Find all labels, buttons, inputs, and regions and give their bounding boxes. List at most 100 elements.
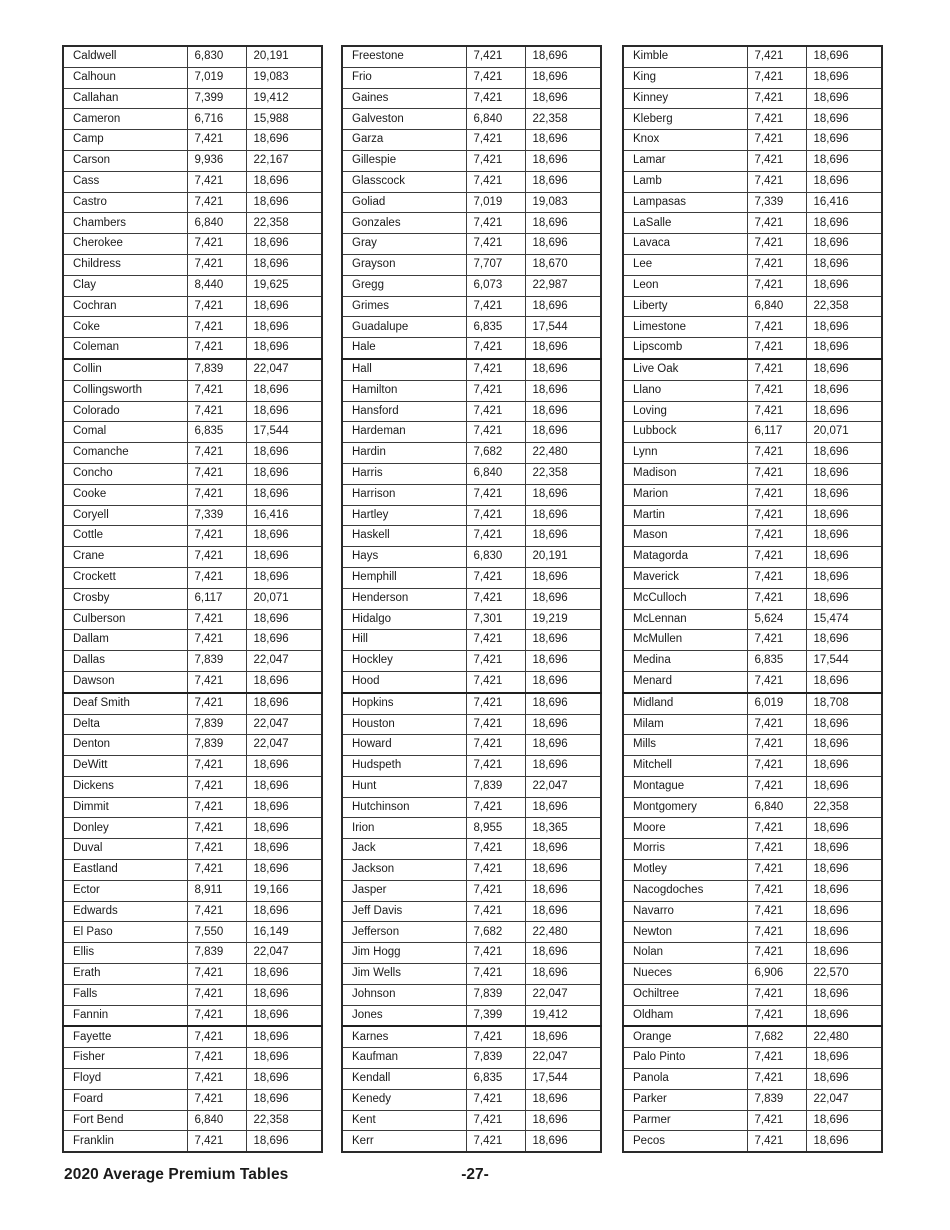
value-2-cell: 16,416: [245, 504, 323, 527]
value-2-cell: 18,696: [245, 316, 323, 339]
county-cell: Cherokee: [62, 233, 188, 255]
value-1-cell: 7,839: [186, 358, 247, 381]
value-2-cell: 18,696: [524, 1109, 602, 1132]
table-row: Delta 7,839 22,047: [62, 713, 323, 736]
value-2-cell: 18,696: [524, 87, 602, 110]
table-row: Lee 7,421 18,696: [622, 253, 883, 276]
value-2-cell: 22,358: [245, 1109, 323, 1132]
value-1-cell: 7,421: [746, 1109, 807, 1132]
value-2-cell: 19,625: [245, 274, 323, 297]
county-cell: Floyd: [62, 1068, 188, 1090]
table-row: Carson 9,936 22,167: [62, 149, 323, 172]
value-1-cell: 7,421: [465, 87, 526, 110]
value-1-cell: 7,421: [186, 546, 247, 568]
value-1-cell: 7,421: [465, 796, 526, 819]
table-row: Edwards 7,421 18,696: [62, 900, 323, 923]
value-1-cell: 7,421: [186, 316, 247, 339]
table-row: Crane 7,421 18,696: [62, 546, 323, 568]
table-row: Foard 7,421 18,696: [62, 1088, 323, 1111]
value-1-cell: 7,707: [465, 253, 526, 276]
value-2-cell: 18,696: [805, 442, 883, 464]
value-2-cell: 18,696: [245, 1025, 323, 1049]
value-2-cell: 18,696: [524, 587, 602, 610]
county-cell: Panola: [622, 1068, 748, 1090]
value-2-cell: 20,071: [245, 587, 323, 610]
county-cell: Oldham: [622, 1004, 748, 1028]
table-row: Eastland 7,421 18,696: [62, 859, 323, 881]
county-cell: Hall: [341, 358, 467, 381]
table-row: Gaines 7,421 18,696: [341, 87, 602, 110]
county-cell: McLennan: [622, 608, 748, 631]
value-1-cell: 6,840: [746, 796, 807, 819]
value-1-cell: 7,421: [186, 1068, 247, 1090]
county-cell: King: [622, 66, 748, 89]
value-1-cell: 7,421: [746, 337, 807, 360]
table-row: Hall 7,421 18,696: [341, 358, 602, 381]
value-2-cell: 18,696: [524, 650, 602, 672]
value-1-cell: 7,019: [186, 66, 247, 89]
page-footer: 2020 Average Premium Tables -27-: [0, 1166, 950, 1190]
county-cell: Chambers: [62, 212, 188, 235]
table-row: Lamb 7,421 18,696: [622, 170, 883, 193]
value-1-cell: 6,830: [186, 45, 247, 68]
value-1-cell: 6,835: [746, 650, 807, 672]
value-1-cell: 7,421: [465, 1025, 526, 1049]
county-cell: Jim Hogg: [341, 942, 467, 965]
table-row: Loving 7,421 18,696: [622, 400, 883, 423]
county-cell: Jeff Davis: [341, 900, 467, 923]
table-row: Hidalgo 7,301 19,219: [341, 608, 602, 631]
table-row: Motley 7,421 18,696: [622, 859, 883, 881]
county-cell: Dickens: [62, 775, 188, 798]
table-row: Jim Wells 7,421 18,696: [341, 963, 602, 985]
value-1-cell: 7,421: [465, 149, 526, 172]
county-cell: Menard: [622, 670, 748, 694]
county-cell: Dallas: [62, 650, 188, 672]
value-1-cell: 6,840: [465, 108, 526, 131]
value-2-cell: 18,696: [245, 775, 323, 798]
table-row: Ochiltree 7,421 18,696: [622, 983, 883, 1006]
value-2-cell: 18,696: [805, 170, 883, 193]
county-cell: Crosby: [62, 587, 188, 610]
table-row: Hays 6,830 20,191: [341, 546, 602, 568]
county-cell: Lubbock: [622, 421, 748, 444]
table-row: Coke 7,421 18,696: [62, 316, 323, 339]
county-cell: Madison: [622, 462, 748, 485]
county-cell: Hill: [341, 629, 467, 652]
table-row: Freestone 7,421 18,696: [341, 45, 602, 68]
county-cell: Irion: [341, 817, 467, 840]
value-1-cell: 7,682: [465, 442, 526, 464]
value-1-cell: 7,421: [465, 45, 526, 68]
table-row: Palo Pinto 7,421 18,696: [622, 1047, 883, 1070]
county-cell: Cass: [62, 170, 188, 193]
county-cell: Haskell: [341, 525, 467, 548]
value-2-cell: 18,696: [524, 483, 602, 506]
county-cell: Kinney: [622, 87, 748, 110]
value-1-cell: 7,421: [186, 525, 247, 548]
value-1-cell: 7,421: [746, 670, 807, 694]
value-1-cell: 7,421: [746, 1130, 807, 1153]
value-2-cell: 18,696: [245, 755, 323, 777]
value-1-cell: 7,421: [186, 775, 247, 798]
table-row: Cooke 7,421 18,696: [62, 483, 323, 506]
county-cell: Johnson: [341, 983, 467, 1006]
value-1-cell: 7,421: [746, 45, 807, 68]
county-cell: Fannin: [62, 1004, 188, 1028]
value-2-cell: 18,696: [245, 462, 323, 485]
table-row: Marion 7,421 18,696: [622, 483, 883, 506]
county-cell: Jack: [341, 838, 467, 861]
value-1-cell: 7,421: [186, 1088, 247, 1111]
value-2-cell: 18,696: [524, 233, 602, 255]
county-cell: Dawson: [62, 670, 188, 694]
county-cell: Fort Bend: [62, 1109, 188, 1132]
value-2-cell: 18,696: [245, 1088, 323, 1111]
table-row: Glasscock 7,421 18,696: [341, 170, 602, 193]
value-2-cell: 18,696: [245, 442, 323, 464]
value-1-cell: 7,421: [465, 587, 526, 610]
table-row: Deaf Smith 7,421 18,696: [62, 692, 323, 715]
table-row: Collin 7,839 22,047: [62, 358, 323, 381]
table-row: Medina 6,835 17,544: [622, 650, 883, 672]
value-1-cell: 6,835: [465, 1068, 526, 1090]
value-1-cell: 7,421: [465, 838, 526, 861]
table-row: Goliad 7,019 19,083: [341, 191, 602, 214]
table-row: DeWitt 7,421 18,696: [62, 755, 323, 777]
